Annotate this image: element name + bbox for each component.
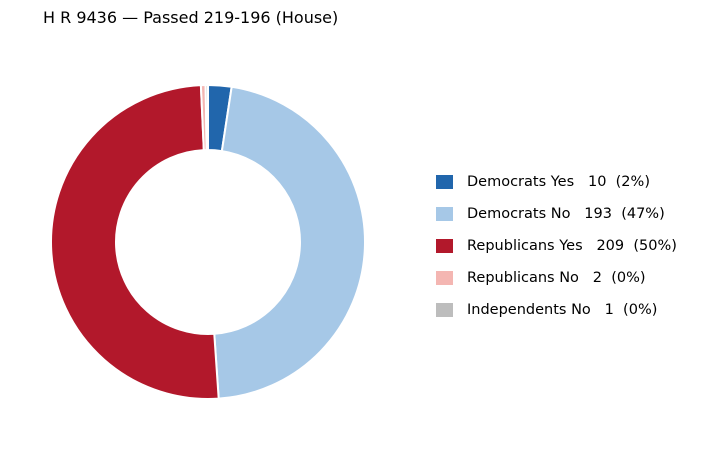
- legend-label: Republicans Yes 209 (50%): [467, 238, 677, 254]
- legend-label: Republicans No 2 (0%): [467, 270, 646, 286]
- legend-swatch: [436, 239, 453, 253]
- legend-item: Democrats No 193 (47%): [436, 198, 677, 230]
- legend-item: Republicans Yes 209 (50%): [436, 230, 677, 262]
- legend-swatch: [436, 175, 453, 189]
- legend-item: Republicans No 2 (0%): [436, 262, 677, 294]
- legend-swatch: [436, 207, 453, 221]
- legend-label: Democrats Yes 10 (2%): [467, 174, 650, 190]
- legend-swatch: [436, 271, 453, 285]
- donut-slice-democrats-no: [213, 85, 366, 400]
- chart-title: H R 9436 — Passed 219-196 (House): [43, 8, 339, 27]
- donut-slice-republicans-yes: [50, 84, 220, 400]
- legend-label: Independents No 1 (0%): [467, 302, 658, 318]
- donut-slice-independents-no: [204, 83, 209, 152]
- chart-legend: Democrats Yes 10 (2%) Democrats No 193 (4…: [436, 166, 677, 326]
- legend-item: Democrats Yes 10 (2%): [436, 166, 677, 198]
- legend-swatch: [436, 303, 453, 317]
- legend-label: Democrats No 193 (47%): [467, 206, 665, 222]
- legend-item: Independents No 1 (0%): [436, 294, 677, 326]
